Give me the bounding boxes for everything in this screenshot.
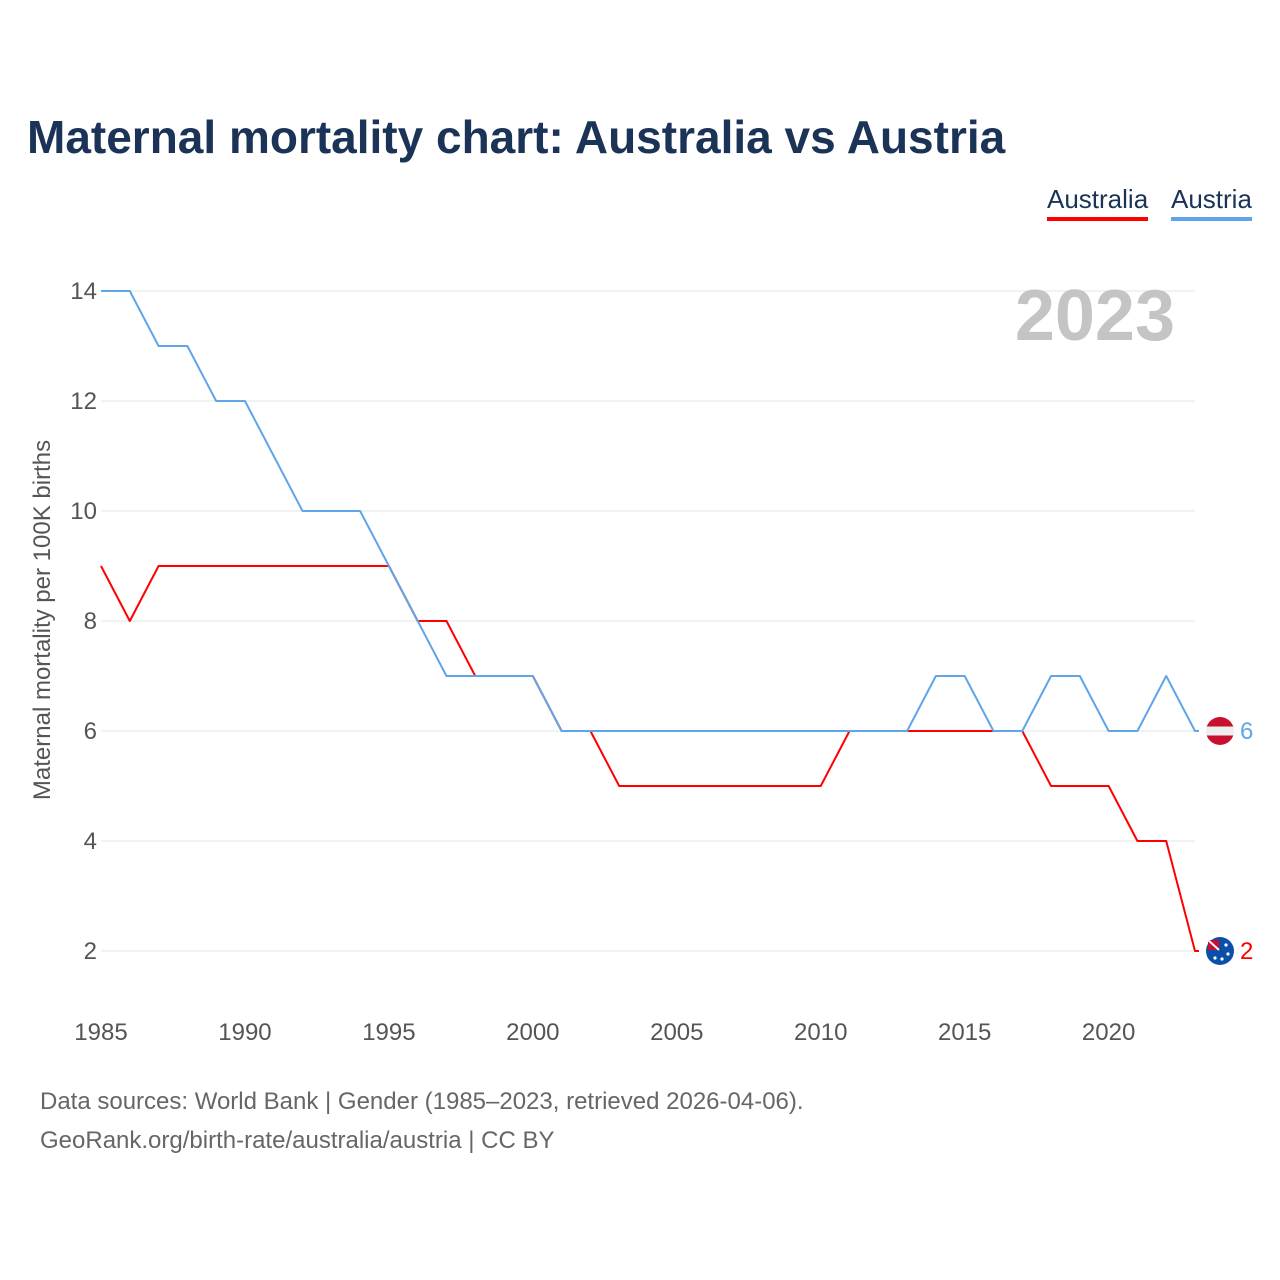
chart-title: Maternal mortality chart: Australia vs A… <box>27 111 1006 163</box>
y-tick-label: 4 <box>84 828 97 855</box>
legend-austria[interactable]: Austria <box>1171 184 1252 221</box>
y-tick-label: 2 <box>84 938 97 965</box>
series-line-australia <box>100 565 1199 952</box>
flag-cross <box>1207 939 1220 951</box>
x-tick-label: 2005 <box>650 1019 703 1046</box>
flag-star <box>1224 943 1228 947</box>
x-tick-label: 2010 <box>794 1019 847 1046</box>
y-axis-label: Maternal mortality per 100K births <box>29 440 56 800</box>
x-tick-label: 2015 <box>938 1019 991 1046</box>
end-value-label: 2 <box>1240 938 1253 965</box>
year-watermark: 2023 <box>1015 276 1175 356</box>
x-tick-label: 2000 <box>506 1019 559 1046</box>
end-value-label: 6 <box>1240 718 1253 745</box>
flag-australia-icon <box>1206 937 1234 965</box>
x-tick-label: 2020 <box>1082 1019 1135 1046</box>
source-link[interactable]: GeoRank.org/birth-rate/australia/austria… <box>40 1127 555 1154</box>
legend-australia[interactable]: Australia <box>1047 184 1149 221</box>
y-tick-label: 14 <box>70 278 97 305</box>
source-text: Data sources: World Bank | Gender (1985–… <box>40 1088 804 1115</box>
y-tick-label: 12 <box>70 388 97 415</box>
y-tick-label: 8 <box>84 608 97 635</box>
flag-star <box>1220 957 1224 961</box>
x-tick-label: 1995 <box>362 1019 415 1046</box>
flag-star <box>1226 952 1230 956</box>
flag-austria-icon <box>1206 717 1234 745</box>
y-tick-label: 10 <box>70 498 97 525</box>
x-tick-label: 1985 <box>74 1019 127 1046</box>
x-tick-label: 1990 <box>218 1019 271 1046</box>
flag-stripe <box>1206 726 1234 736</box>
series-line-austria <box>101 290 1199 732</box>
flag-star <box>1213 956 1217 960</box>
y-tick-label: 6 <box>84 718 97 745</box>
